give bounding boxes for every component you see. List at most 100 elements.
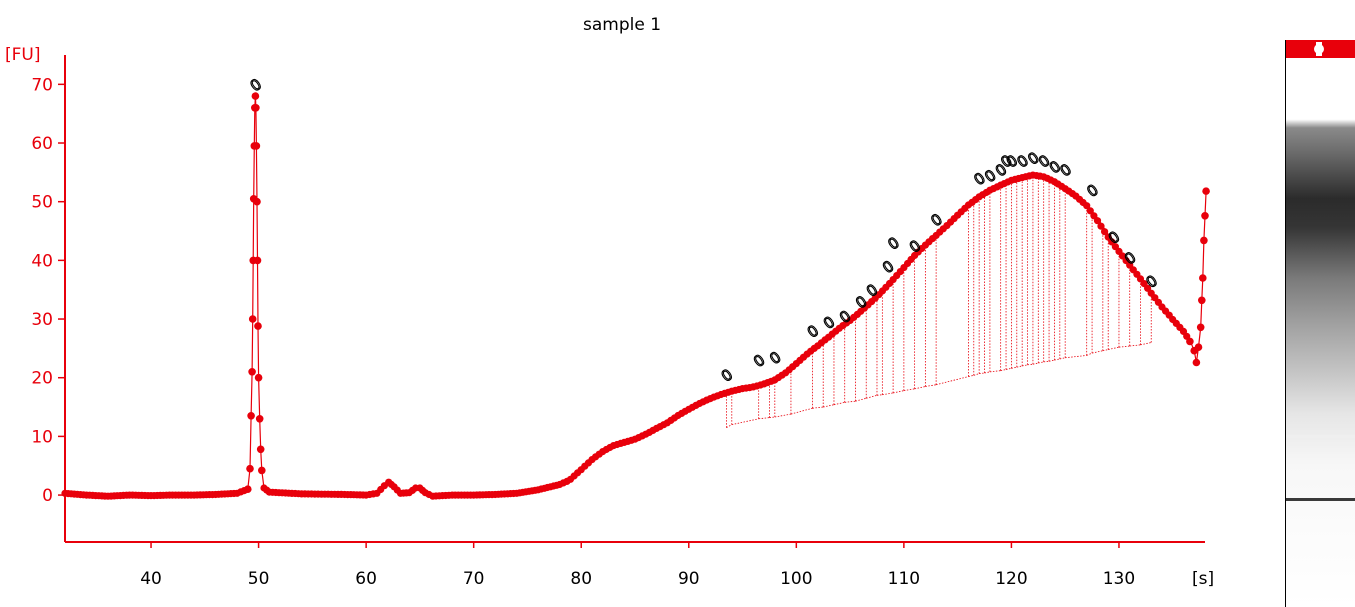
baseline-connector bbox=[893, 390, 904, 394]
x-axis-label: [s] bbox=[1192, 569, 1214, 589]
baseline-connector bbox=[812, 406, 824, 409]
signal-point bbox=[1194, 343, 1203, 352]
baseline-connector bbox=[726, 424, 732, 428]
baseline-connector bbox=[731, 418, 759, 426]
x-tick-label: 60 bbox=[355, 569, 377, 589]
baseline-connector bbox=[855, 397, 867, 402]
signal-point bbox=[254, 322, 262, 330]
signal-point bbox=[1201, 212, 1209, 220]
baseline-connector bbox=[1129, 344, 1141, 347]
peak-marker: 0 bbox=[885, 233, 903, 253]
x-tick-label: 110 bbox=[888, 569, 920, 589]
baseline-connector bbox=[1059, 357, 1066, 360]
x-tick-label: 90 bbox=[678, 569, 700, 589]
peak-marker: 0 bbox=[247, 75, 265, 95]
y-tick-label: 30 bbox=[31, 310, 53, 330]
baseline-connector bbox=[1027, 363, 1033, 366]
baseline-connector bbox=[1043, 360, 1050, 363]
baseline-connector bbox=[1054, 358, 1060, 361]
baseline-connector bbox=[769, 416, 775, 419]
signal-point bbox=[252, 142, 261, 150]
signal-point bbox=[248, 315, 257, 323]
baseline-connector bbox=[844, 400, 856, 403]
x-tick-label: 80 bbox=[570, 569, 592, 589]
signal-point bbox=[253, 256, 262, 265]
baseline-connector bbox=[914, 386, 926, 390]
signal-point bbox=[1200, 236, 1208, 245]
x-tick-label: 40 bbox=[140, 569, 162, 589]
signal-point bbox=[1196, 323, 1205, 332]
y-axis-label: [FU] bbox=[5, 45, 41, 65]
chart-title: sample 1 bbox=[583, 15, 661, 35]
y-tick-label: 20 bbox=[31, 369, 53, 389]
x-tick-label: 120 bbox=[995, 569, 1027, 589]
signal-point bbox=[1083, 202, 1091, 210]
baseline-connector bbox=[833, 401, 845, 406]
baseline-connector bbox=[1140, 342, 1152, 346]
baseline-connector bbox=[1016, 365, 1023, 368]
baseline-connector bbox=[1065, 355, 1087, 359]
signal-point bbox=[255, 415, 264, 423]
baseline-connector bbox=[979, 372, 985, 375]
signal-point bbox=[251, 92, 260, 100]
baseline-connector bbox=[1022, 364, 1028, 367]
y-tick-label: 0 bbox=[42, 486, 53, 506]
baseline-connector bbox=[925, 384, 937, 387]
x-tick-label: 100 bbox=[780, 569, 812, 589]
baseline-connector bbox=[1005, 367, 1012, 370]
x-tick-label: 50 bbox=[248, 569, 270, 589]
signal-point bbox=[253, 197, 261, 206]
signal-point bbox=[1192, 358, 1201, 367]
y-tick-label: 60 bbox=[31, 134, 53, 154]
baseline-connector bbox=[968, 374, 974, 377]
baseline-connector bbox=[1118, 345, 1130, 348]
signal-point bbox=[254, 373, 263, 382]
baseline-connector bbox=[973, 373, 980, 376]
y-tick-label: 10 bbox=[31, 427, 53, 447]
signal-point bbox=[247, 412, 255, 420]
signal-point bbox=[252, 104, 260, 112]
baseline-connector bbox=[1032, 362, 1039, 365]
peak-marker: 0 bbox=[804, 321, 822, 341]
baseline-connector bbox=[1011, 366, 1017, 369]
signal-point bbox=[1202, 187, 1210, 195]
baseline-connector bbox=[1102, 349, 1109, 352]
gel-image-lane bbox=[1285, 40, 1355, 607]
x-tick-label: 130 bbox=[1103, 569, 1135, 589]
signal-point bbox=[1199, 274, 1207, 282]
signal-point bbox=[1093, 217, 1102, 225]
peak-marker: 0 bbox=[718, 365, 736, 385]
y-tick-label: 50 bbox=[31, 193, 53, 213]
signal-point bbox=[1097, 222, 1105, 230]
y-tick-label: 70 bbox=[31, 75, 53, 95]
baseline-connector bbox=[1038, 361, 1044, 364]
signal-point bbox=[256, 445, 265, 454]
signal-point bbox=[246, 464, 254, 473]
y-tick-label: 40 bbox=[31, 251, 53, 271]
baseline-connector bbox=[989, 370, 1001, 373]
gel-header-icon bbox=[1314, 42, 1324, 56]
baseline-connector bbox=[1048, 359, 1055, 362]
baseline-connector bbox=[774, 413, 792, 418]
baseline-connector bbox=[903, 388, 915, 392]
peak-marker: 0 bbox=[1105, 228, 1123, 248]
peak-marker: 0 bbox=[1057, 160, 1075, 180]
peak-marker: 0 bbox=[766, 348, 784, 368]
peak-marker: 0 bbox=[1084, 181, 1102, 201]
baseline-connector bbox=[882, 392, 894, 396]
baseline-connector bbox=[866, 394, 878, 399]
baseline-connector bbox=[758, 417, 770, 420]
signal-point bbox=[244, 485, 252, 494]
peak-marker: 0 bbox=[1121, 248, 1139, 268]
baseline-connector bbox=[1000, 369, 1007, 372]
signal-point bbox=[258, 466, 266, 475]
x-tick-label: 70 bbox=[463, 569, 485, 589]
signal-point bbox=[248, 368, 256, 376]
signal-point bbox=[1198, 296, 1206, 305]
signal-point bbox=[1086, 207, 1094, 215]
gel-faint-band bbox=[1286, 435, 1355, 438]
baseline-connector bbox=[1091, 350, 1103, 354]
baseline-connector bbox=[984, 371, 990, 374]
baseline-connector bbox=[823, 404, 835, 408]
